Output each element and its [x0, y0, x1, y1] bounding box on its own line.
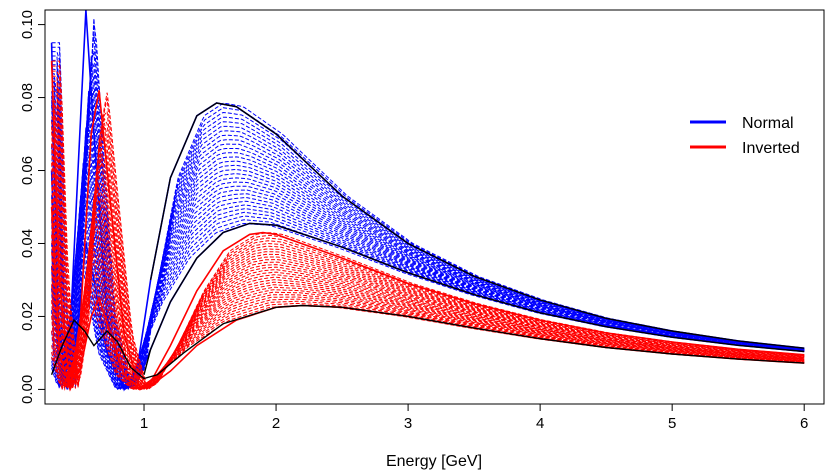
series-inverted-curve [51, 234, 805, 390]
series-bands [50, 10, 805, 392]
x-tick-label: 5 [668, 415, 676, 432]
series-inverted-curve [51, 70, 805, 390]
series-normal-curve [51, 100, 805, 390]
x-axis: 1 2 3 4 5 6 [140, 404, 808, 432]
series-inverted-curve [51, 126, 805, 390]
series-inverted-curve [51, 249, 805, 390]
series-normal-curve [51, 91, 805, 388]
series-inverted-curve [51, 80, 805, 390]
legend-item-normal: Normal [690, 115, 794, 132]
x-tick-label: 1 [140, 415, 148, 432]
plot-frame [44, 9, 825, 405]
y-tick-label: 0.02 [19, 302, 36, 331]
y-axis: 0.00 0.02 0.04 0.06 0.08 0.10 [19, 10, 45, 404]
reference-curve [143, 222, 805, 375]
legend-item-inverted: Inverted [690, 140, 800, 157]
series-inverted-curve [51, 244, 805, 390]
series-normal-curve [51, 104, 805, 390]
series-normal-curve [51, 219, 805, 390]
series-normal-curve [51, 56, 805, 389]
x-axis-title: Energy [GeV] [386, 453, 482, 470]
y-tick-label: 0.08 [19, 83, 36, 112]
series-normal-curve [51, 82, 805, 390]
series-inverted-curve [51, 283, 805, 390]
series-inverted-curve [51, 85, 805, 390]
x-tick-label: 3 [404, 415, 412, 432]
series-normal-upper-envelope [50, 10, 805, 392]
reference-curve [149, 102, 805, 349]
series-inverted-curve [51, 254, 805, 391]
series-inverted-upper-envelope [50, 61, 805, 391]
reference-curve [50, 304, 805, 380]
y-tick-label: 0.04 [19, 229, 36, 258]
series-inverted-curve [51, 217, 805, 390]
legend: Normal Inverted [690, 115, 800, 157]
series-normal [50, 10, 805, 392]
legend-label: Normal [742, 115, 794, 132]
reference-curves [50, 102, 805, 380]
x-tick-label: 4 [536, 415, 544, 432]
y-tick-label: 0.10 [19, 10, 36, 39]
series-inverted-curve [51, 199, 805, 390]
series-inverted-curve [51, 131, 805, 390]
y-tick-label: 0.06 [19, 156, 36, 185]
series-normal-curve [51, 18, 805, 388]
legend-label: Inverted [742, 140, 800, 157]
y-tick-label: 0.00 [19, 375, 36, 404]
series-normal-curve [51, 77, 805, 391]
x-tick-label: 2 [272, 415, 280, 432]
series-inverted [50, 60, 805, 392]
x-tick-label: 6 [800, 415, 808, 432]
series-inverted-curve [51, 121, 805, 390]
